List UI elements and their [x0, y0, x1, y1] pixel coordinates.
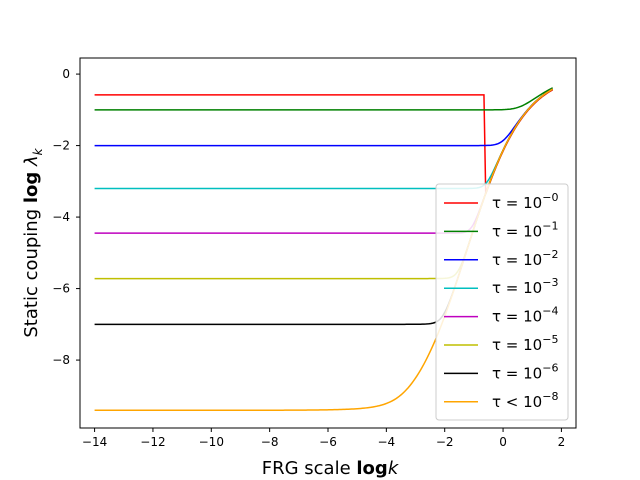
- legend-label: τ < 10−8: [492, 390, 558, 411]
- x-tick-label: 2: [558, 435, 566, 449]
- legend-frame: [435, 183, 569, 421]
- legend-label-exponent: −5: [542, 333, 558, 346]
- legend-label-base: τ = 10: [492, 251, 542, 269]
- y-axis-label-lambda: λ: [21, 155, 42, 167]
- legend-label-exponent: −2: [542, 248, 558, 261]
- y-axis-label-prefix: Static couping: [21, 203, 42, 338]
- legend-label: τ = 10−4: [492, 305, 558, 326]
- x-tick-label: −14: [82, 435, 107, 449]
- legend-label: τ = 10−3: [492, 276, 558, 297]
- y-ticks: 0 −2 −4 −6 −8: [52, 67, 80, 367]
- x-tick-label: −10: [199, 435, 224, 449]
- series-line: [94, 88, 554, 147]
- legend-label-base: τ = 10: [492, 308, 542, 326]
- legend-label-base: τ = 10: [492, 194, 542, 212]
- y-tick-label: −4: [52, 210, 70, 224]
- legend: τ = 10−0τ = 10−1τ = 10−2τ = 10−3τ = 10−4…: [435, 183, 569, 421]
- x-axis-label-prefix: FRG scale: [262, 458, 357, 479]
- x-axis-label: FRG scale logk: [262, 458, 400, 479]
- y-axis-label-log: log: [21, 172, 42, 203]
- legend-label-exponent: −4: [542, 305, 558, 318]
- legend-label-exponent: −3: [542, 276, 558, 289]
- series-line: [94, 89, 554, 195]
- legend-label: τ = 10−2: [492, 248, 558, 269]
- y-tick-label: −2: [52, 139, 70, 153]
- y-tick-label: −8: [52, 353, 70, 367]
- series-line: [94, 87, 553, 111]
- legend-label-exponent: −0: [542, 191, 558, 204]
- legend-label-base: τ < 10: [492, 393, 542, 411]
- legend-label-base: τ = 10: [492, 336, 542, 354]
- x-tick-label: −2: [436, 435, 454, 449]
- legend-label-base: τ = 10: [492, 222, 542, 240]
- x-tick-label: 0: [499, 435, 507, 449]
- y-axis-label-subscript: k: [31, 147, 45, 155]
- x-tick-label: −12: [140, 435, 165, 449]
- y-axis-label: Static couping log λk: [21, 147, 45, 337]
- legend-label-base: τ = 10: [492, 364, 542, 382]
- legend-label-exponent: −8: [542, 390, 558, 403]
- y-tick-label: −6: [52, 282, 70, 296]
- x-ticks: −14 −12 −10 −8 −6 −4 −2 0 2: [82, 428, 565, 449]
- x-tick-label: −8: [261, 435, 279, 449]
- legend-label: τ = 10−1: [492, 219, 558, 240]
- legend-label-base: τ = 10: [492, 279, 542, 297]
- x-tick-label: −4: [378, 435, 396, 449]
- legend-label: τ = 10−5: [492, 333, 558, 354]
- legend-label-exponent: −1: [542, 219, 558, 232]
- legend-label: τ = 10−0: [492, 191, 558, 212]
- legend-label-exponent: −6: [542, 361, 558, 374]
- x-tick-label: −6: [319, 435, 337, 449]
- x-axis-label-k: k: [388, 458, 400, 479]
- x-axis-label-log: log: [356, 458, 387, 479]
- y-tick-label: 0: [62, 67, 70, 81]
- legend-label: τ = 10−6: [492, 361, 558, 382]
